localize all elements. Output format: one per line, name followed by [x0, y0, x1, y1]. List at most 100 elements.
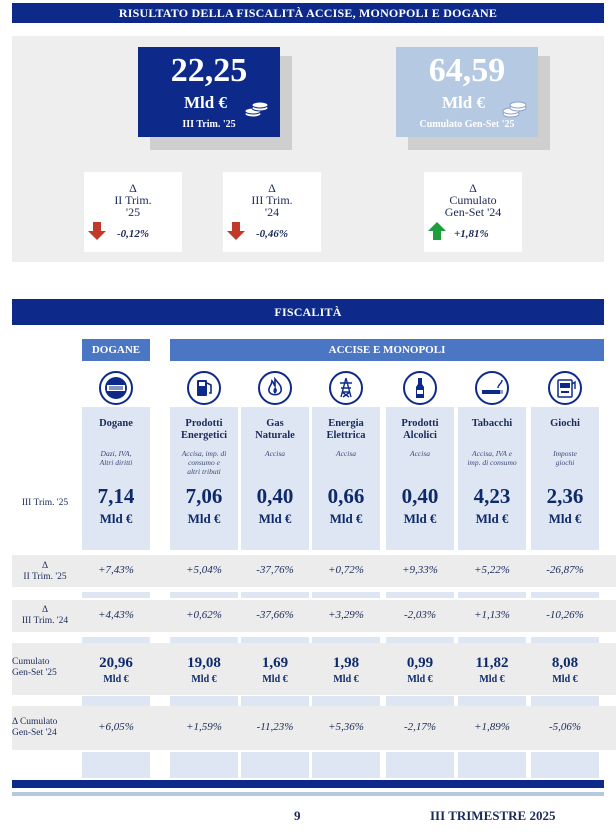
delta-cumulative: -11,23%: [256, 721, 294, 733]
column-gap: [312, 592, 380, 598]
column-gap: [312, 696, 380, 706]
column-title-line: Alcolici: [403, 430, 437, 441]
column-subtitle: Imposte giochi: [531, 449, 599, 467]
column-gap: [82, 592, 150, 598]
footer-title: III TRIMESTRE 2025: [430, 808, 556, 823]
column-subtitle-line: imp. di consumo: [467, 458, 517, 467]
column-gap: [170, 637, 238, 643]
column-gap: [170, 592, 238, 598]
column-body: [458, 407, 526, 550]
quarter-value: 7,06: [185, 484, 223, 508]
bottle-icon: [403, 371, 437, 405]
row-band: [12, 555, 616, 587]
quarter-unit: Mld €: [403, 511, 437, 526]
delta-prev-quarter: +0,72%: [328, 564, 364, 576]
delta-cumulative: +6,05%: [98, 721, 134, 733]
cumulative-unit: Mld €: [262, 674, 288, 685]
delta-value: -0,46%: [256, 228, 289, 240]
column-gap: [531, 637, 599, 643]
delta-card-prev-year: Δ III Trim. '24 -0,46%: [223, 172, 321, 252]
column-body: [386, 407, 454, 550]
delta-cumulative: +1,89%: [474, 721, 510, 733]
slot-machine-icon: [548, 371, 582, 405]
delta-prev-quarter: +5,04%: [186, 564, 222, 576]
delta-line: '25: [125, 205, 141, 219]
column-title: Prodotti Alcolici: [386, 418, 454, 442]
column-body: [531, 407, 599, 550]
quarter-total-label: III Trim. '25: [182, 119, 236, 130]
delta-cumulative: +1,59%: [186, 721, 222, 733]
group-dogane: DOGANE: [82, 339, 150, 361]
cumulative-total-unit: Mld €: [442, 93, 485, 112]
column-subtitle: Accisa: [386, 449, 454, 458]
column-gap: [458, 752, 526, 778]
cumulative-total-card: 64,59 Mld € Cumulato Gen-Set '25: [396, 47, 538, 137]
quarter-total-value: 22,25: [170, 52, 248, 89]
column-body: [241, 407, 309, 550]
quarter-unit: Mld €: [329, 511, 363, 526]
column-gap: [241, 696, 309, 706]
quarter-value: 0,66: [327, 484, 365, 508]
column-title-line: Energetici: [180, 430, 228, 441]
bottom-bar: [12, 780, 604, 788]
column-subtitle: Dazi, IVA, Altri diritti: [82, 449, 150, 467]
flame-icon: [258, 371, 292, 405]
delta-prev-year: +3,29%: [328, 609, 364, 621]
delta-prev-quarter: +5,22%: [474, 564, 510, 576]
delta-cumulative: -2,17%: [403, 721, 437, 733]
column-gap: [82, 752, 150, 778]
quarter-unit: Mld €: [475, 511, 509, 526]
column-title-line: Gas: [266, 418, 284, 429]
column-gap: [386, 696, 454, 706]
column-gap: [312, 637, 380, 643]
row-band: [12, 600, 616, 632]
column-title-line: Prodotti: [185, 418, 223, 429]
column-gap: [531, 592, 599, 598]
column-gap: [312, 752, 380, 778]
column-title-line: Giochi: [550, 418, 580, 429]
delta-value: -0,12%: [117, 228, 150, 240]
arrow-down-icon: [227, 222, 245, 240]
delta-prev-quarter: -37,76%: [256, 564, 294, 576]
row-label-line: Δ Cumulato: [12, 717, 58, 727]
column-title: Energia Elettrica: [312, 418, 380, 442]
cigarette-icon: [475, 371, 509, 405]
quarter-value: 0,40: [401, 484, 439, 508]
report-header-bar: RISULTATO DELLA FISCALITÀ ACCISE, MONOPO…: [12, 3, 604, 23]
column-gap: [241, 637, 309, 643]
delta-symbol: Δ: [469, 181, 477, 195]
dogana-seal-icon: [99, 371, 133, 405]
column-subtitle-line: Accisa: [265, 449, 285, 458]
row-label-line: III Trim. '24: [21, 616, 69, 626]
column-subtitle-line: Imposte: [553, 449, 577, 458]
row-label-line: Δ: [41, 605, 49, 615]
column-gap: [386, 592, 454, 598]
column-body: [170, 407, 238, 550]
row-label-quarter: III Trim. '25: [21, 498, 69, 508]
fuel-pump-icon: [187, 371, 221, 405]
column-gap: [82, 696, 150, 706]
column-subtitle: Accisa, imp. di consumo e altri tributi: [170, 449, 238, 476]
column-gap: [241, 752, 309, 778]
column-gap: [531, 696, 599, 706]
quarter-value: 4,23: [473, 484, 511, 508]
delta-cumulative: +5,36%: [328, 721, 364, 733]
column-gap: [386, 637, 454, 643]
delta-card-cumulative: Δ Cumulato Gen-Set '24 +1,81%: [424, 172, 522, 252]
column-gap: [458, 696, 526, 706]
column-gap: [170, 696, 238, 706]
bottom-bar-light: [12, 792, 604, 796]
column-gap: [241, 592, 309, 598]
row-label-cumulative: Cumulato Gen-Set '25: [12, 657, 62, 679]
delta-line: Cumulato: [449, 193, 497, 207]
row-label-delta-prev-quarter: Δ II Trim. '25: [12, 561, 78, 583]
quarter-unit: Mld €: [548, 511, 582, 526]
quarter-value: 2,36: [546, 484, 584, 508]
cumulative-value: 1,69: [261, 655, 289, 671]
delta-prev-year: -37,66%: [256, 609, 294, 621]
column-title-line: Naturale: [255, 430, 295, 441]
fiscalita-bar: FISCALITÀ: [12, 299, 604, 325]
group-accise-monopoli: ACCISE E MONOPOLI: [170, 339, 604, 361]
column-title: Tabacchi: [458, 418, 526, 430]
row-label-line: Gen-Set '24: [12, 728, 57, 738]
